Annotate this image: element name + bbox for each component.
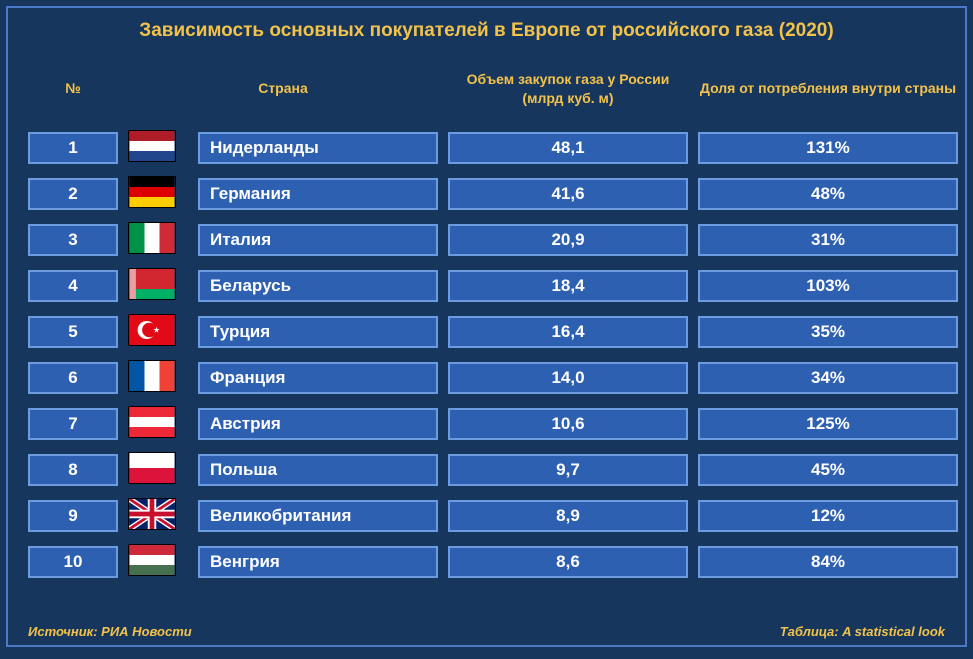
flag-icon xyxy=(128,176,188,213)
table-header-row: № Страна Объем закупок газа у России (мл… xyxy=(28,70,945,108)
chart-frame: Зависимость основных покупателей в Европ… xyxy=(6,6,967,647)
share-cell: 34% xyxy=(698,362,958,394)
country-cell: Турция xyxy=(198,316,438,348)
rank-cell: 1 xyxy=(28,132,118,164)
flag-icon xyxy=(128,222,188,259)
table-row: 3 Италия 20,9 31% xyxy=(28,222,945,259)
rank-cell: 6 xyxy=(28,362,118,394)
country-cell: Венгрия xyxy=(198,546,438,578)
volume-cell: 20,9 xyxy=(448,224,688,256)
share-cell: 35% xyxy=(698,316,958,348)
share-cell: 12% xyxy=(698,500,958,532)
flag-icon xyxy=(128,452,188,489)
rank-cell: 10 xyxy=(28,546,118,578)
flag-icon xyxy=(128,406,188,443)
volume-cell: 18,4 xyxy=(448,270,688,302)
flag-icon xyxy=(128,360,188,397)
chart-footer: Источник: РИА Новости Таблица: A statist… xyxy=(28,624,945,639)
volume-cell: 48,1 xyxy=(448,132,688,164)
share-cell: 103% xyxy=(698,270,958,302)
flag-icon xyxy=(128,544,188,581)
table-row: 8 Польша 9,7 45% xyxy=(28,452,945,489)
flag-icon xyxy=(128,130,188,167)
rank-cell: 3 xyxy=(28,224,118,256)
flag-icon xyxy=(128,498,188,535)
country-cell: Франция xyxy=(198,362,438,394)
volume-cell: 16,4 xyxy=(448,316,688,348)
country-cell: Беларусь xyxy=(198,270,438,302)
header-rank: № xyxy=(28,79,118,98)
share-cell: 31% xyxy=(698,224,958,256)
rank-cell: 9 xyxy=(28,500,118,532)
share-cell: 84% xyxy=(698,546,958,578)
country-cell: Великобритания xyxy=(198,500,438,532)
table-row: 6 Франция 14,0 34% xyxy=(28,360,945,397)
header-volume: Объем закупок газа у России (млрд куб. м… xyxy=(448,70,688,108)
table-row: 5 Турция 16,4 35% xyxy=(28,314,945,351)
rank-cell: 4 xyxy=(28,270,118,302)
share-cell: 125% xyxy=(698,408,958,440)
header-share: Доля от потребления внутри страны xyxy=(698,79,958,98)
rank-cell: 7 xyxy=(28,408,118,440)
volume-cell: 8,6 xyxy=(448,546,688,578)
volume-cell: 41,6 xyxy=(448,178,688,210)
volume-cell: 9,7 xyxy=(448,454,688,486)
country-cell: Германия xyxy=(198,178,438,210)
rank-cell: 2 xyxy=(28,178,118,210)
volume-cell: 14,0 xyxy=(448,362,688,394)
share-cell: 45% xyxy=(698,454,958,486)
flag-icon xyxy=(128,314,188,351)
chart-title: Зависимость основных покупателей в Европ… xyxy=(28,20,945,42)
country-cell: Италия xyxy=(198,224,438,256)
volume-cell: 8,9 xyxy=(448,500,688,532)
table-row: 10 Венгрия 8,6 84% xyxy=(28,544,945,581)
footer-source: Источник: РИА Новости xyxy=(28,624,192,639)
header-country: Страна xyxy=(128,79,438,98)
rank-cell: 8 xyxy=(28,454,118,486)
table-row: 2 Германия 41,6 48% xyxy=(28,176,945,213)
rank-cell: 5 xyxy=(28,316,118,348)
volume-cell: 10,6 xyxy=(448,408,688,440)
country-cell: Австрия xyxy=(198,408,438,440)
footer-credit: Таблица: A statistical look xyxy=(780,624,945,639)
share-cell: 131% xyxy=(698,132,958,164)
share-cell: 48% xyxy=(698,178,958,210)
table-row: 4 Беларусь 18,4 103% xyxy=(28,268,945,305)
table-row: 1 Нидерланды 48,1 131% xyxy=(28,130,945,167)
table-row: 9 Великобритания 8,9 12% xyxy=(28,498,945,535)
table-body: 1 Нидерланды 48,1 131% 2 Германия 41,6 4… xyxy=(28,130,945,581)
country-cell: Польша xyxy=(198,454,438,486)
flag-icon xyxy=(128,268,188,305)
country-cell: Нидерланды xyxy=(198,132,438,164)
table-row: 7 Австрия 10,6 125% xyxy=(28,406,945,443)
